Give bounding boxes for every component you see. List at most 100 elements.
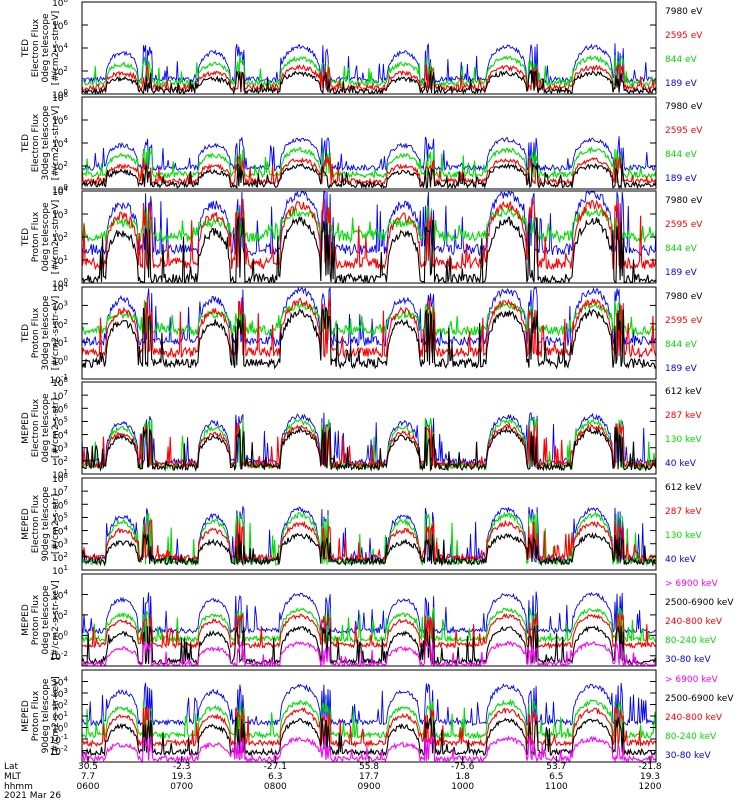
- series-line-240-800-keV: [81, 613, 657, 650]
- y-axis-label-line: TED: [21, 134, 31, 153]
- legend-entry: 7980 eV: [665, 196, 703, 206]
- y-axis-label-line: [#/cm2-s-str-keV]: [51, 676, 61, 755]
- y-tick-label: 108: [52, 0, 68, 9]
- series-line-80-240-keV: [81, 698, 657, 740]
- series-line-7980-eV: [81, 215, 657, 285]
- x-tick-lat: -27.1: [264, 762, 287, 772]
- series-line-7980-eV: [81, 69, 657, 96]
- legend-entry: 40 keV: [665, 459, 697, 469]
- y-axis-label: TED Electron Flux 30deg telescope [#/cm2-s-…: [21, 105, 61, 180]
- legend-entry: 30-80 keV: [665, 655, 711, 665]
- y-axis-label: TED Proton Flux 30deg telescope [#/cm2-s-st…: [21, 295, 61, 370]
- x-tick-hhmm: 1100: [545, 782, 568, 792]
- series-line-189-eV: [81, 136, 657, 173]
- y-axis-label-line: Electron Flux: [31, 398, 41, 457]
- x-row-label: hhmm: [4, 782, 33, 792]
- legend-entry: 844 eV: [665, 55, 698, 65]
- x-tick-mlt: 6.5: [549, 772, 563, 782]
- series-line-7980-eV: [81, 307, 657, 370]
- y-axis-label: MEPED Proton Flux 0deg telescope [#/cm2-s-s…: [21, 580, 61, 659]
- x-tick-hhmm: 0700: [170, 782, 193, 792]
- x-tick-hhmm: 1000: [451, 782, 474, 792]
- series-line-30-80-keV: [81, 591, 657, 635]
- x-tick-mlt: 6.3: [268, 772, 282, 782]
- x-tick-lat: -2.3: [173, 762, 191, 772]
- series-line-612-keV: [81, 531, 657, 567]
- y-axis-label-line: 0deg telescope: [41, 13, 51, 83]
- series-line-844-eV: [81, 205, 657, 244]
- y-axis-label-line: 0deg telescope: [41, 393, 51, 463]
- series-line-844-eV: [81, 299, 657, 337]
- y-axis-label-line: Electron Flux: [31, 113, 41, 172]
- panel-frame: [81, 381, 657, 475]
- panel-frame: [81, 286, 657, 380]
- x-tick-hhmm: 1200: [639, 782, 662, 792]
- legend-entry: 844 eV: [665, 244, 698, 254]
- y-axis-label-line: 30deg telescope: [41, 295, 51, 370]
- y-axis-label-line: [#/cm2-s-str-eV]: [51, 106, 61, 181]
- x-tick-mlt: 1.8: [456, 772, 471, 782]
- x-tick-hhmm: 0600: [77, 782, 100, 792]
- legend-entry: 7980 eV: [665, 292, 703, 302]
- x-tick-mlt: 19.3: [640, 772, 660, 782]
- series-line-2595-eV: [81, 198, 657, 271]
- panel-frame: [81, 477, 657, 571]
- x-tick-hhmm: 0900: [358, 782, 381, 792]
- legend-entry: 287 keV: [665, 411, 702, 421]
- x-tick-mlt: 7.7: [81, 772, 95, 782]
- x-tick-mlt: 19.3: [172, 772, 192, 782]
- x-row-label: MLT: [4, 772, 22, 782]
- legend-entry: 2595 eV: [665, 126, 703, 136]
- y-axis-label-line: TED: [21, 39, 31, 58]
- legend-entry: 189 eV: [665, 268, 698, 278]
- x-tick-hhmm: 0800: [264, 782, 287, 792]
- legend-entry: 130 keV: [665, 435, 702, 445]
- legend-entry: 189 eV: [665, 364, 698, 374]
- legend-entry: 80-240 keV: [665, 732, 717, 742]
- y-axis-label-line: Proton Flux: [31, 690, 41, 741]
- legend-entry: > 6900 keV: [665, 675, 719, 685]
- y-axis-label: TED Proton Flux 0deg telescope [#/cm2-s-str…: [21, 200, 61, 275]
- y-tick-label: 101: [52, 564, 68, 577]
- legend-entry: 2500-6900 keV: [665, 598, 734, 608]
- legend-entry: 7980 eV: [665, 7, 703, 17]
- series-line-30-80-keV: [81, 682, 657, 727]
- series-line-80-240-keV: [81, 607, 657, 644]
- legend-entry: 240-800 keV: [665, 713, 723, 723]
- series-line-7980-eV: [81, 162, 657, 190]
- legend-entry: 844 eV: [665, 340, 698, 350]
- x-tick-lat: -75.6: [451, 762, 475, 772]
- x-axis: 30.57.70600-2.319.30700-27.16.3080055.81…: [4, 756, 662, 800]
- legend-entry: 612 keV: [665, 483, 702, 493]
- y-axis-label-line: Electron Flux: [31, 18, 41, 77]
- legend-entry: 2595 eV: [665, 316, 703, 326]
- legend-entry: 40 keV: [665, 555, 697, 565]
- y-axis-label-line: [#/cm2-s-str-eV]: [51, 200, 61, 275]
- panel-frame: [81, 573, 657, 667]
- x-tick-lat: 53.7: [546, 762, 566, 772]
- y-axis-label-line: 90deg telescope: [41, 678, 51, 753]
- y-axis-label-line: 0deg telescope: [41, 585, 51, 655]
- y-axis-label-line: Proton Flux: [31, 307, 41, 358]
- date-label: 2021 Mar 26: [4, 791, 61, 800]
- series-line-2595-eV: [81, 296, 657, 359]
- legend-entry: 130 keV: [665, 531, 702, 541]
- legend-entry: 287 keV: [665, 507, 702, 517]
- y-axis-label-line: [#/cm2-s-str]: [51, 494, 61, 554]
- legend-entry: 189 eV: [665, 79, 698, 89]
- panel-frame: [81, 669, 657, 763]
- y-axis-label-line: TED: [21, 324, 31, 343]
- y-axis-label-line: MEPED: [21, 604, 31, 636]
- y-axis-label-line: MEPED: [21, 412, 31, 444]
- legend-entry: 2500-6900 keV: [665, 694, 734, 704]
- x-tick-lat: 55.8: [359, 762, 379, 772]
- y-axis-label-line: [#/cm2-s-str]: [51, 398, 61, 458]
- y-axis-label-line: 0deg telescope: [41, 202, 51, 272]
